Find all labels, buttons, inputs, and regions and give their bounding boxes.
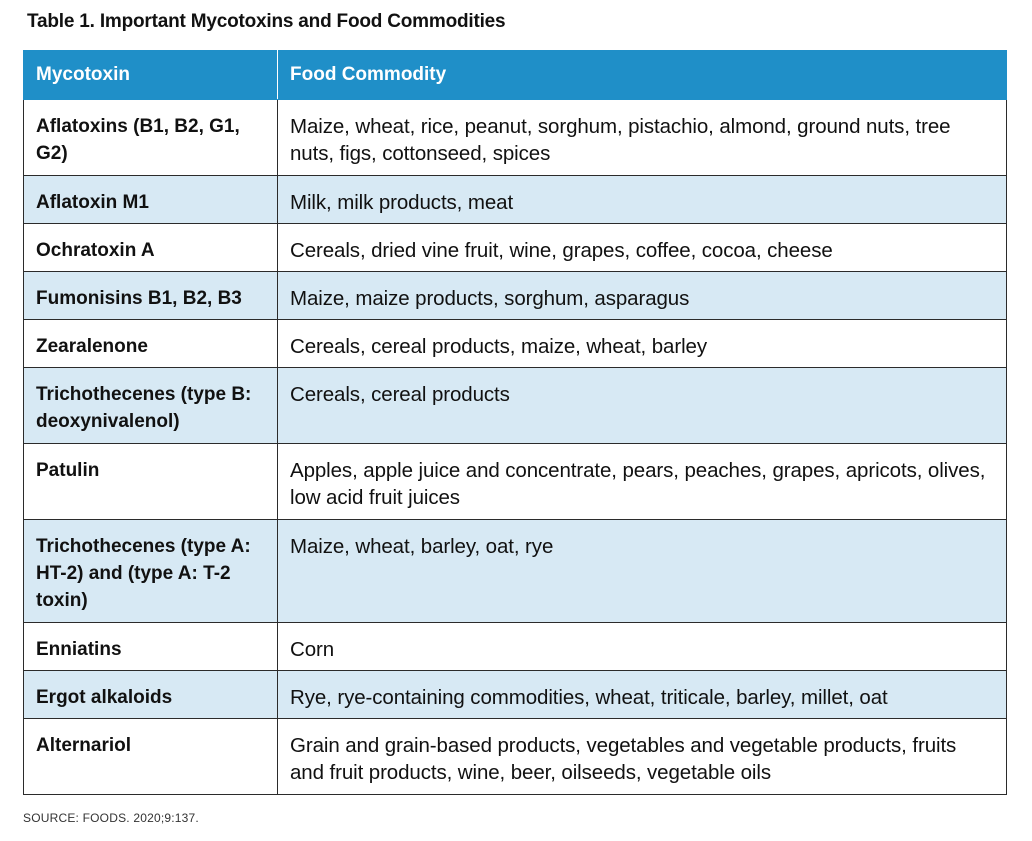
table-row: Alternariol Grain and grain-based produc… (23, 718, 1007, 795)
mycotoxin-cell: Aflatoxins (B1, B2, G1, G2) (23, 99, 278, 176)
table-header-row: Mycotoxin Food Commodity (23, 50, 1007, 100)
table-row: Ergot alkaloids Rye, rye-containing comm… (23, 670, 1007, 719)
commodity-cell: Cereals, dried vine fruit, wine, grapes,… (277, 223, 1007, 272)
mycotoxin-cell: Enniatins (23, 622, 278, 671)
table-row: Fumonisins B1, B2, B3 Maize, maize produ… (23, 271, 1007, 320)
table-row: Enniatins Corn (23, 622, 1007, 671)
commodity-cell: Milk, milk products, meat (277, 175, 1007, 224)
mycotoxin-cell: Patulin (23, 443, 278, 520)
table-caption: Table 1. Important Mycotoxins and Food C… (27, 11, 506, 32)
header-food-commodity: Food Commodity (277, 50, 1007, 100)
table-row: Trichothecenes (type A: HT-2) and (type … (23, 519, 1007, 623)
commodity-cell: Grain and grain-based products, vegetabl… (277, 718, 1007, 795)
table-row: Trichothecenes (type B: deoxynivalenol) … (23, 367, 1007, 444)
commodity-cell: Maize, wheat, barley, oat, rye (277, 519, 1007, 623)
table-row: Aflatoxins (B1, B2, G1, G2) Maize, wheat… (23, 99, 1007, 176)
header-mycotoxin: Mycotoxin (23, 50, 278, 100)
mycotoxin-cell: Ochratoxin A (23, 223, 278, 272)
commodity-cell: Maize, wheat, rice, peanut, sorghum, pis… (277, 99, 1007, 176)
mycotoxin-cell: Trichothecenes (type A: HT-2) and (type … (23, 519, 278, 623)
commodity-cell: Cereals, cereal products, maize, wheat, … (277, 319, 1007, 368)
commodity-cell: Cereals, cereal products (277, 367, 1007, 444)
source-note: SOURCE: FOODS. 2020;9:137. (23, 811, 199, 825)
mycotoxin-cell: Ergot alkaloids (23, 670, 278, 719)
commodity-cell: Rye, rye-containing commodities, wheat, … (277, 670, 1007, 719)
mycotoxin-cell: Alternariol (23, 718, 278, 795)
mycotoxin-cell: Aflatoxin M1 (23, 175, 278, 224)
table-row: Patulin Apples, apple juice and concentr… (23, 443, 1007, 520)
commodity-cell: Corn (277, 622, 1007, 671)
table-row: Aflatoxin M1 Milk, milk products, meat (23, 175, 1007, 224)
commodity-cell: Apples, apple juice and concentrate, pea… (277, 443, 1007, 520)
mycotoxin-cell: Trichothecenes (type B: deoxynivalenol) (23, 367, 278, 444)
commodity-cell: Maize, maize products, sorghum, asparagu… (277, 271, 1007, 320)
mycotoxin-cell: Zearalenone (23, 319, 278, 368)
mycotoxin-table: Mycotoxin Food Commodity Aflatoxins (B1,… (23, 50, 1007, 795)
mycotoxin-cell: Fumonisins B1, B2, B3 (23, 271, 278, 320)
table-row: Zearalenone Cereals, cereal products, ma… (23, 319, 1007, 368)
table-row: Ochratoxin A Cereals, dried vine fruit, … (23, 223, 1007, 272)
